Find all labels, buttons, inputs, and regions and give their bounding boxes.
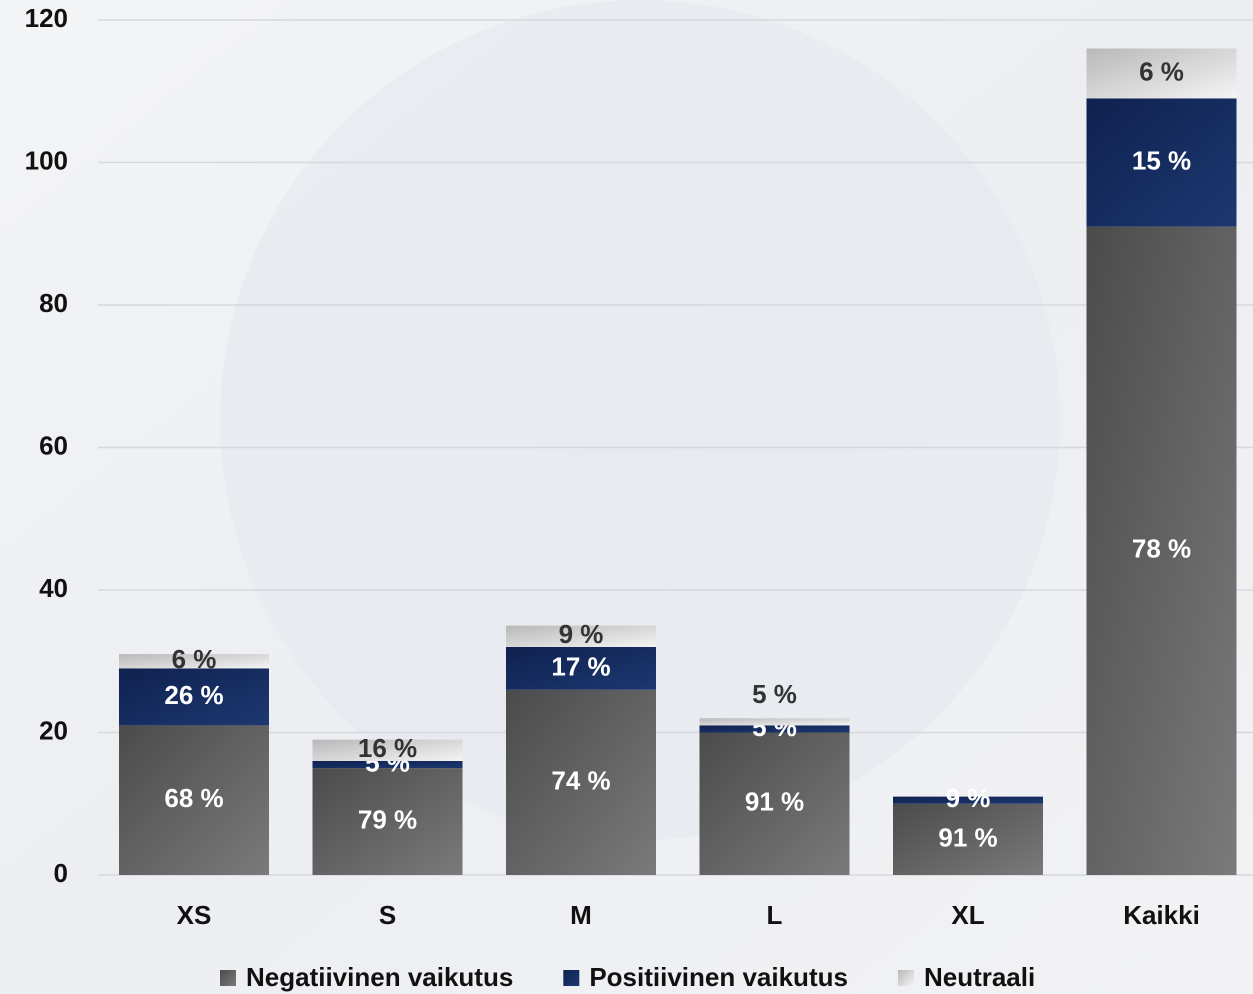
data-label: 79 % (358, 804, 417, 834)
bar-segment (506, 625, 656, 647)
data-label: 17 % (551, 651, 610, 681)
data-label: 74 % (551, 765, 610, 795)
data-label: 68 % (164, 783, 223, 813)
x-tick-label: L (767, 900, 783, 930)
data-label: 9 % (559, 619, 604, 649)
x-tick-label: XL (951, 900, 984, 930)
data-label: 15 % (1132, 145, 1191, 175)
bar-segment (893, 796, 1043, 804)
bar-segment (119, 668, 269, 726)
data-label: 5 % (752, 679, 797, 709)
data-label: 91 % (745, 787, 804, 817)
bar-segment (312, 768, 463, 875)
legend-label: Positiivinen vaikutus (589, 962, 848, 992)
background-photo (220, 0, 1060, 840)
legend-swatch (220, 970, 236, 986)
x-tick-label: XS (177, 900, 212, 930)
y-tick-label: 20 (39, 715, 68, 745)
data-label: 5 % (752, 712, 797, 742)
bar-segment (506, 647, 656, 690)
data-label: 91 % (938, 822, 997, 852)
data-label: 9 % (946, 783, 991, 813)
bar-segment (312, 739, 463, 761)
legend-swatch (897, 970, 914, 986)
legend-swatch (563, 970, 580, 986)
bar-segment (119, 654, 269, 669)
bar-segment (699, 718, 850, 726)
data-label: 26 % (164, 680, 223, 710)
x-tick-label: Kaikki (1123, 900, 1200, 930)
x-tick-label: S (379, 900, 396, 930)
bar-segment (699, 732, 850, 875)
legend-label: Neutraali (924, 962, 1035, 992)
data-label: 16 % (358, 733, 417, 763)
bar-segment (893, 803, 1043, 875)
bar-segment (119, 725, 269, 875)
y-tick-label: 60 (39, 430, 68, 460)
bar-segment (699, 725, 850, 733)
y-tick-label: 40 (39, 573, 68, 603)
y-tick-label: 0 (54, 858, 68, 888)
bar-segment (1086, 226, 1237, 875)
y-tick-label: 100 (25, 145, 68, 175)
data-label: 6 % (1139, 56, 1184, 86)
bar-segment (506, 689, 656, 875)
y-tick-label: 80 (39, 288, 68, 318)
data-label: 78 % (1132, 534, 1191, 564)
data-label: 6 % (172, 644, 217, 674)
bar-segment (312, 761, 463, 769)
legend-label: Negatiivinen vaikutus (246, 962, 513, 992)
x-tick-label: M (570, 900, 592, 930)
bar-segment (1086, 48, 1237, 99)
bar-segment (1086, 98, 1237, 227)
y-tick-label: 120 (25, 3, 68, 33)
